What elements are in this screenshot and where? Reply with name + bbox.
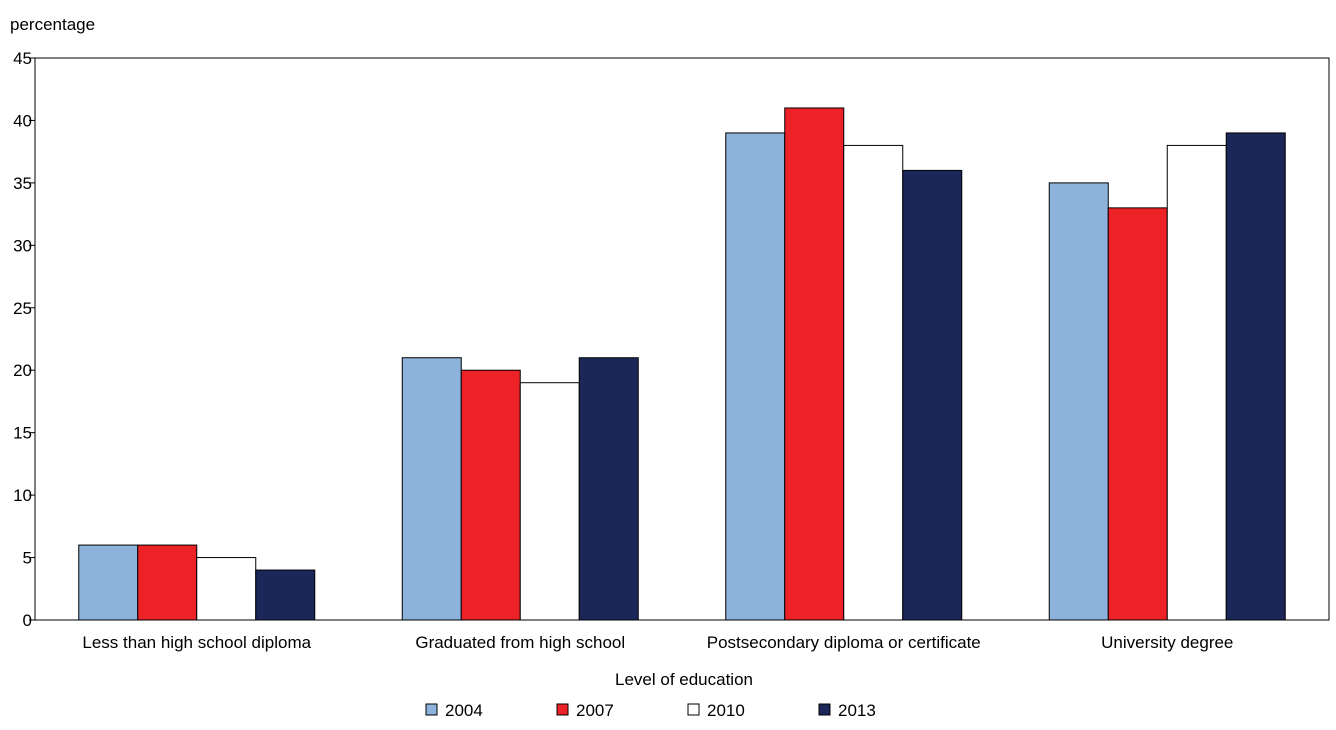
bar-2004-1 [78,544,139,621]
bar-2004-3 [725,132,786,621]
y-tick-label: 35 [13,174,32,193]
bar-2010-4 [1166,144,1227,621]
bar-2007-2 [460,369,521,621]
y-tick-label: 45 [13,49,32,68]
bar-2013-3 [902,169,963,621]
legend-label-2007: 2007 [576,701,614,720]
legend-swatch-2004 [425,703,438,716]
axes [34,57,1330,621]
legend-label-2010: 2010 [707,701,745,720]
y-axis-ticks: 0 5 10 15 20 25 30 35 40 45 [13,49,35,630]
y-tick-label: 20 [13,361,32,380]
bar-2007-4 [1107,207,1168,621]
y-tick-label: 0 [23,611,32,630]
plot-frame [34,57,1330,621]
x-axis-category-labels: Less than high school diploma Graduated f… [82,633,1233,652]
y-tick-label: 25 [13,299,32,318]
bar-2004-4 [1048,182,1109,621]
legend-swatch-2013 [818,703,831,716]
y-tick-label: 40 [13,111,32,130]
x-category-label: Postsecondary diploma or certificate [707,633,981,652]
y-tick-label: 10 [13,486,32,505]
y-tick-label: 5 [23,549,32,568]
bar-2013-2 [578,357,639,621]
bar-2004-2 [401,357,462,621]
bar-2007-1 [137,544,198,621]
x-category-label: Less than high school diploma [82,633,311,652]
bar-2010-1 [196,557,257,621]
y-tick-label: 30 [13,236,32,255]
bar-2010-3 [843,144,904,621]
bar-2010-2 [519,382,580,621]
legend-label-2004: 2004 [445,701,483,720]
bars-group [78,107,1286,621]
legend: 2004 2007 2010 2013 [425,701,876,720]
legend-swatch-2010 [687,703,700,716]
y-axis-title: percentage [10,15,95,34]
x-axis-title: Level of education [615,670,753,689]
legend-swatch-2007 [556,703,569,716]
x-category-label: University degree [1101,633,1233,652]
legend-label-2013: 2013 [838,701,876,720]
x-category-label: Graduated from high school [415,633,625,652]
bar-2007-3 [784,107,845,621]
bar-2013-4 [1225,132,1286,621]
bar-2013-1 [255,569,316,621]
y-tick-label: 15 [13,424,32,443]
